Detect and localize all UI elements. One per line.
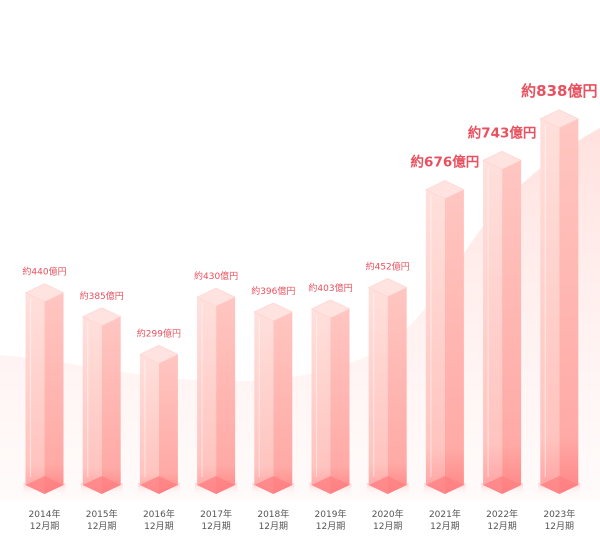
bar-right-face xyxy=(559,118,579,494)
bar-left-face xyxy=(197,297,217,494)
bar-left-face xyxy=(82,316,102,494)
bar-left-face xyxy=(311,308,331,494)
x-tick-label: 2019年 12月期 xyxy=(315,508,347,532)
x-tick-label: 2022年 12月期 xyxy=(486,508,518,532)
bar-top-cap xyxy=(24,283,65,303)
bar xyxy=(538,109,581,497)
bar-left-face xyxy=(254,311,274,494)
bar-top-cap xyxy=(539,109,580,129)
bar-bottom-cap xyxy=(82,476,121,494)
x-tick-label: 2014年 12月期 xyxy=(29,508,61,532)
bar-right-face xyxy=(101,316,121,494)
bar-bottom-cap xyxy=(197,476,236,494)
data-label: 約676億円 xyxy=(411,154,480,171)
bar-top-cap xyxy=(425,180,465,199)
bar-bottom-cap xyxy=(25,476,64,494)
bar-left-face xyxy=(368,287,388,494)
bar xyxy=(366,278,409,497)
bar-bottom-cap xyxy=(368,476,407,494)
bar xyxy=(137,345,180,497)
bar-left-face xyxy=(540,118,560,494)
data-label: 約396億円 xyxy=(251,285,295,297)
data-label: 約385億円 xyxy=(80,290,124,302)
x-tick-label: 2016年 12月期 xyxy=(143,508,175,532)
x-tick-label: 2023年 12月期 xyxy=(543,508,575,532)
bar-top-cap xyxy=(81,307,122,327)
x-tick-label: 2018年 12月期 xyxy=(257,508,289,532)
bar-top-cap xyxy=(310,299,351,319)
data-label: 約299億円 xyxy=(137,327,181,339)
x-axis-labels: 2014年 12月期 2015年 12月期 2016年 12月期 2017年 12月期 2018… xyxy=(29,508,576,532)
bar-top-cap xyxy=(196,287,236,307)
x-tick-label: 2020年 12月期 xyxy=(372,508,404,532)
bar-right-face xyxy=(387,287,407,494)
bar-top-cap xyxy=(482,150,522,170)
bar-left-face xyxy=(425,189,445,494)
bar xyxy=(481,150,524,497)
bar-right-face xyxy=(444,189,464,494)
bar-left-face xyxy=(483,160,503,494)
bar-bottom-cap xyxy=(139,476,178,494)
bar-bottom-cap xyxy=(483,476,522,494)
bar-right-face xyxy=(273,311,293,494)
bar-right-face xyxy=(216,297,236,494)
bar xyxy=(195,287,238,497)
bar-right-face xyxy=(330,308,350,494)
bar xyxy=(252,302,295,497)
bar-right-face xyxy=(502,160,522,494)
bar-left-face xyxy=(139,354,159,494)
bar-right-face xyxy=(44,292,64,494)
x-tick-label: 2015年 12月期 xyxy=(86,508,118,532)
x-tick-label: 2021年 12月期 xyxy=(429,508,461,532)
bar-right-face xyxy=(158,354,178,494)
bar xyxy=(309,299,352,497)
data-label: 約403億円 xyxy=(308,282,352,294)
bar xyxy=(423,180,466,497)
bar-bottom-cap xyxy=(425,476,464,494)
x-tick-label: 2017年 12月期 xyxy=(200,508,232,532)
bar-top-cap xyxy=(139,345,179,364)
data-label: 約452億円 xyxy=(366,260,410,272)
bar xyxy=(23,283,66,497)
data-label: 約838億円 xyxy=(521,82,597,100)
bar-bottom-cap xyxy=(254,476,293,494)
data-label: 約743億円 xyxy=(468,124,537,141)
data-label: 約430億円 xyxy=(194,270,238,282)
bar-top-cap xyxy=(367,278,408,297)
bar-bottom-cap xyxy=(540,476,579,494)
data-label: 約440億円 xyxy=(22,266,66,278)
bar-top-cap xyxy=(253,302,294,322)
bar xyxy=(80,307,123,497)
bar-bottom-cap xyxy=(311,476,350,494)
bars xyxy=(23,109,581,497)
bar-left-face xyxy=(25,292,45,494)
